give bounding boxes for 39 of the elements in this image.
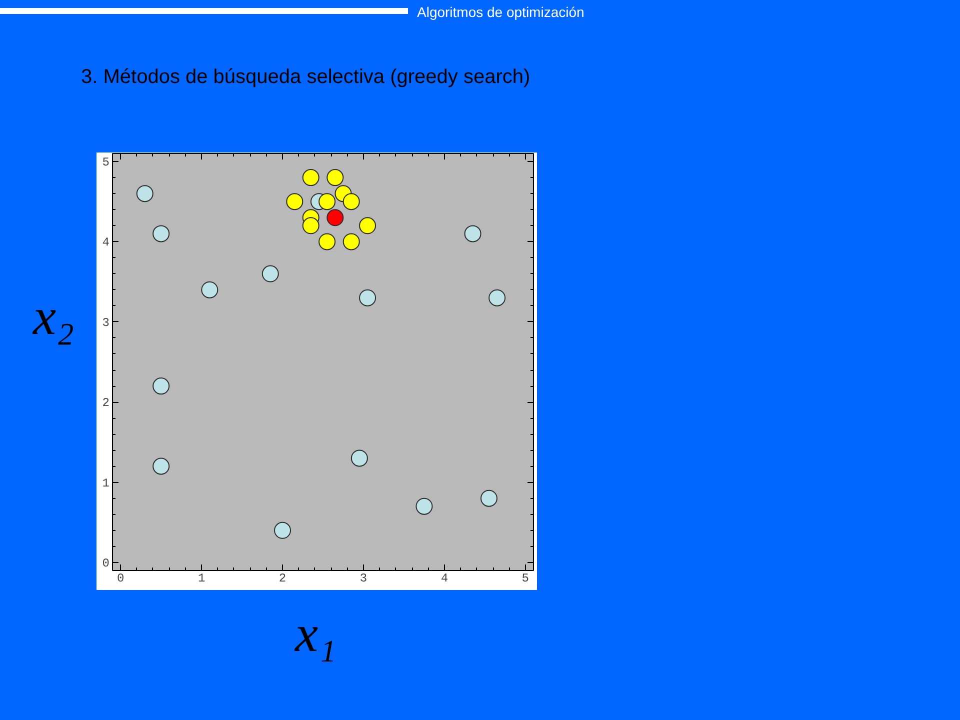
x-axis-title: x₁ (295, 605, 336, 665)
point (152, 378, 170, 395)
y-tick-label: 0 (102, 556, 110, 570)
point (318, 193, 336, 210)
point (464, 225, 482, 242)
point (302, 169, 320, 186)
y-tick-label: 1 (102, 476, 110, 490)
point (359, 217, 376, 234)
point (302, 217, 320, 234)
x-tick-label: 1 (198, 572, 206, 586)
x-tick-label: 3 (360, 572, 368, 586)
point (152, 225, 170, 242)
y-tick-label: 5 (102, 156, 110, 170)
point (350, 450, 368, 467)
x-tick-label: 2 (278, 572, 286, 586)
point (359, 289, 376, 306)
point (318, 233, 336, 250)
point (286, 193, 304, 210)
point (342, 193, 360, 210)
point (488, 289, 506, 306)
point (274, 522, 292, 539)
point (136, 185, 154, 202)
x-tick-label: 4 (440, 572, 448, 586)
point (326, 169, 344, 186)
point (201, 281, 218, 298)
chart-title: 3. Métodos de búsqueda selectiva (greedy search) (81, 65, 530, 90)
point (326, 209, 344, 226)
y-tick-label: 2 (102, 396, 110, 410)
y-tick-label: 4 (102, 236, 110, 250)
text: Algoritmos de optimización (417, 3, 584, 21)
x-tick-label: 5 (522, 572, 530, 586)
x-tick-label: 0 (116, 572, 124, 586)
point (262, 265, 279, 282)
point (152, 458, 170, 475)
point (480, 490, 498, 507)
y-tick-label: 3 (102, 316, 110, 330)
y-axis-title: x₂ (33, 288, 74, 348)
point (416, 498, 433, 515)
point (342, 233, 360, 250)
